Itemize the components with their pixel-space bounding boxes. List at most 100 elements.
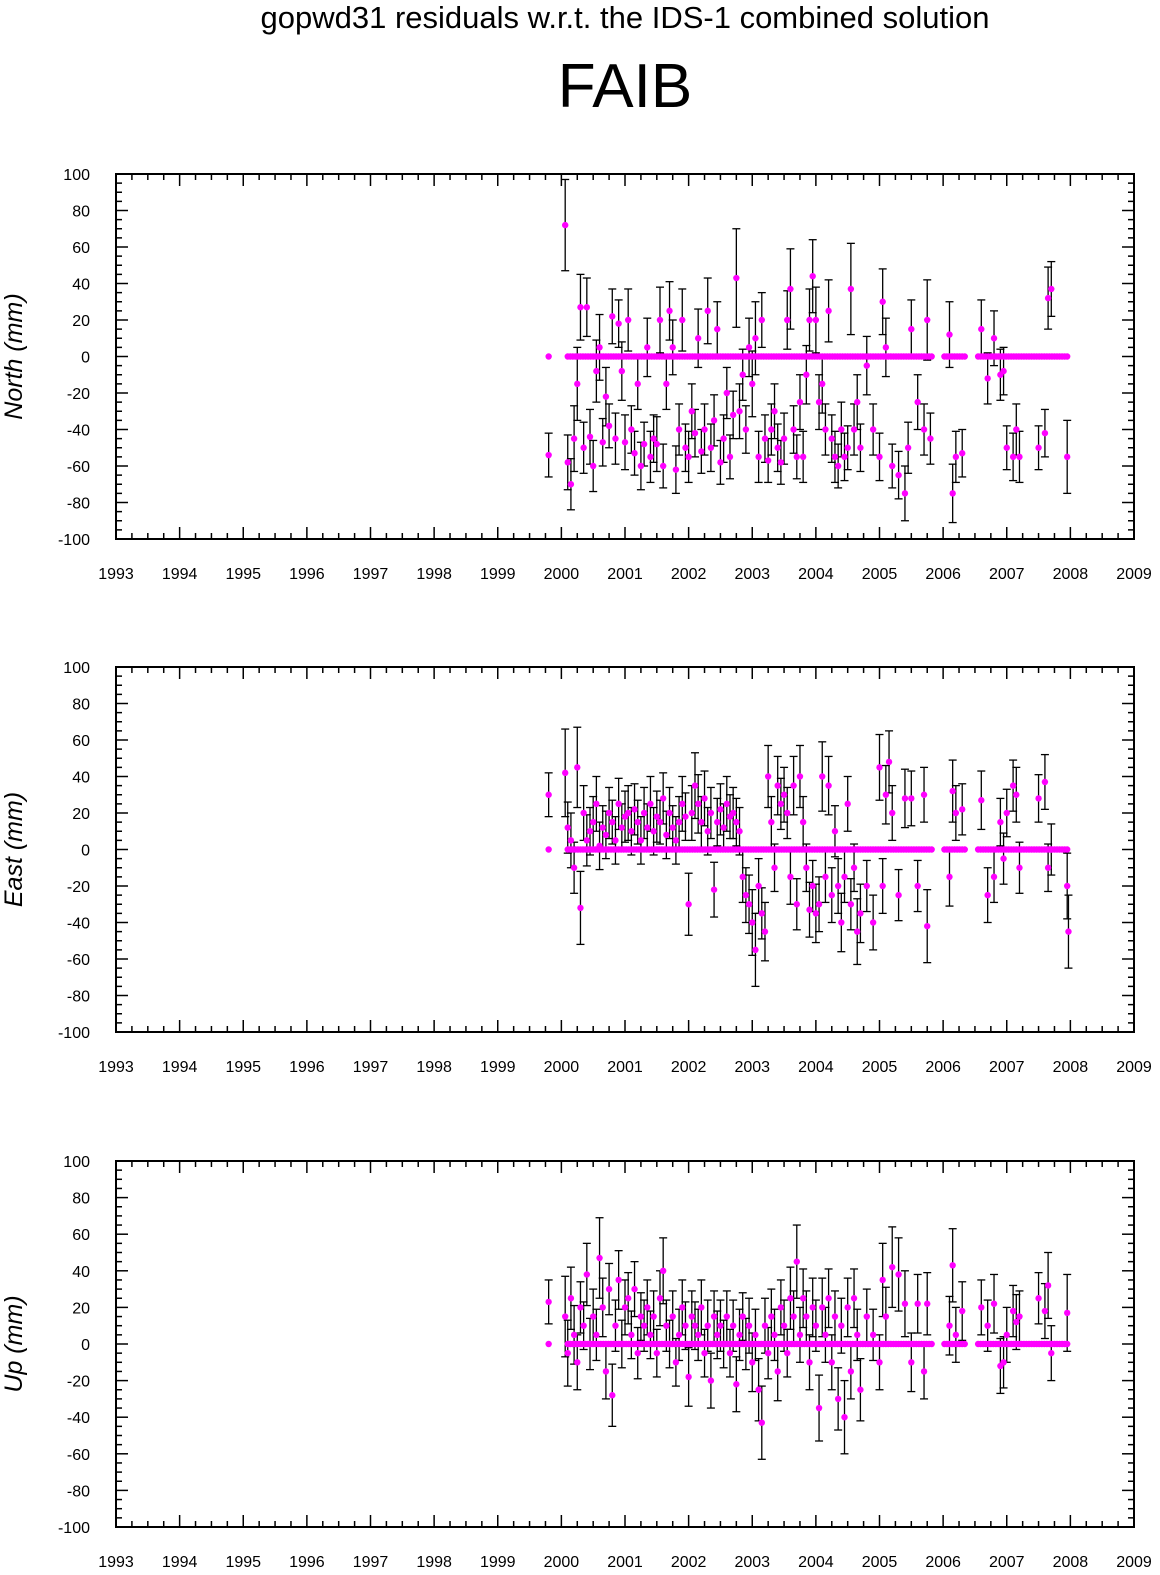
data-point bbox=[650, 435, 657, 442]
data-point bbox=[838, 1322, 845, 1329]
x-tick-label: 2001 bbox=[607, 1554, 643, 1571]
data-point bbox=[1009, 1307, 1017, 1315]
data-point bbox=[634, 818, 641, 826]
data-point bbox=[564, 1349, 571, 1357]
zero-point bbox=[545, 353, 552, 360]
data-point bbox=[927, 435, 934, 442]
data-point bbox=[796, 398, 804, 406]
x-tick-label: 2008 bbox=[1053, 566, 1089, 583]
x-tick-label: 2004 bbox=[798, 566, 834, 583]
data-point bbox=[904, 444, 912, 451]
panel-up: 1993 1994 1995 1996 1997 1998 1999 2000 2001 2002… bbox=[0, 1154, 1152, 1571]
data-point bbox=[672, 1359, 680, 1366]
data-point bbox=[924, 922, 931, 930]
data-point bbox=[567, 481, 575, 488]
y-tick-label: 60 bbox=[72, 240, 90, 257]
data-point bbox=[733, 818, 740, 826]
data-point bbox=[825, 782, 832, 789]
y-tick-label: 100 bbox=[63, 1154, 90, 1171]
data-point bbox=[659, 795, 667, 802]
data-point bbox=[828, 1359, 835, 1366]
data-point bbox=[885, 758, 893, 766]
data-point bbox=[847, 285, 855, 293]
data-point bbox=[990, 873, 998, 881]
data-point bbox=[908, 1359, 915, 1366]
data-point bbox=[682, 813, 689, 820]
y-tick-label: -100 bbox=[58, 1025, 90, 1042]
data-point bbox=[790, 1313, 797, 1320]
data-point bbox=[545, 1298, 552, 1306]
data-point bbox=[761, 1322, 769, 1329]
data-point bbox=[640, 440, 648, 448]
data-point bbox=[656, 1295, 664, 1302]
data-point bbox=[545, 451, 552, 459]
data-point bbox=[609, 818, 616, 826]
x-tick-label: 2007 bbox=[989, 1059, 1025, 1076]
data-point bbox=[714, 1331, 721, 1339]
data-point bbox=[1044, 294, 1052, 302]
data-point bbox=[901, 1300, 909, 1307]
data-point bbox=[650, 1313, 657, 1320]
data-point bbox=[663, 831, 670, 839]
data-point bbox=[586, 828, 594, 835]
data-point bbox=[901, 490, 909, 497]
data-point bbox=[787, 873, 794, 881]
data-point bbox=[844, 800, 851, 808]
data-point bbox=[605, 422, 613, 430]
x-tick-label: 1995 bbox=[225, 1059, 261, 1076]
data-point bbox=[834, 462, 842, 470]
data-point bbox=[831, 453, 839, 461]
data-point bbox=[949, 490, 956, 497]
data-point bbox=[710, 1313, 718, 1320]
x-tick-label: 2003 bbox=[734, 566, 770, 583]
data-point bbox=[764, 457, 772, 464]
y-tick-label: 0 bbox=[81, 1337, 90, 1354]
data-point bbox=[803, 864, 810, 871]
data-point bbox=[869, 919, 877, 926]
data-point bbox=[742, 891, 750, 899]
data-point bbox=[593, 367, 600, 375]
data-point bbox=[761, 435, 769, 442]
data-point bbox=[949, 1262, 956, 1269]
data-point bbox=[593, 800, 600, 808]
data-point bbox=[615, 800, 622, 808]
x-tick-label: 1994 bbox=[162, 566, 198, 583]
zero-point bbox=[961, 1340, 968, 1348]
zero-point bbox=[545, 846, 552, 853]
data-point bbox=[1044, 864, 1052, 871]
data-point bbox=[666, 307, 673, 315]
data-point bbox=[701, 795, 708, 802]
x-tick-label: 2006 bbox=[925, 566, 961, 583]
data-point bbox=[978, 797, 985, 804]
data-point bbox=[599, 439, 606, 446]
data-point bbox=[790, 426, 797, 433]
data-point bbox=[822, 426, 829, 433]
data-point bbox=[739, 371, 746, 378]
y-tick-label: -40 bbox=[67, 916, 90, 933]
data-point bbox=[799, 453, 807, 461]
data-point bbox=[637, 837, 645, 844]
data-point bbox=[850, 426, 858, 433]
data-point bbox=[669, 344, 676, 351]
data-point bbox=[806, 316, 813, 324]
data-point bbox=[847, 1368, 855, 1375]
data-point bbox=[698, 818, 705, 826]
data-point bbox=[1063, 882, 1071, 890]
data-point bbox=[653, 813, 661, 820]
data-point bbox=[758, 316, 765, 324]
data-point bbox=[749, 380, 756, 388]
data-point bbox=[653, 440, 661, 448]
y-tick-label: 100 bbox=[63, 167, 90, 184]
data-point bbox=[545, 791, 552, 798]
data-point bbox=[857, 910, 864, 917]
panels: 1993 1994 1995 1996 1997 1998 1999 2000 2001 2002… bbox=[0, 167, 1152, 1571]
data-point bbox=[1000, 855, 1007, 862]
data-point bbox=[924, 316, 931, 324]
y-tick-label: 80 bbox=[72, 1191, 90, 1208]
data-point bbox=[920, 1368, 928, 1375]
data-point bbox=[679, 1304, 686, 1311]
data-point bbox=[946, 873, 953, 881]
data-point bbox=[729, 1322, 737, 1329]
data-point bbox=[736, 1331, 743, 1339]
data-point bbox=[799, 1295, 807, 1302]
